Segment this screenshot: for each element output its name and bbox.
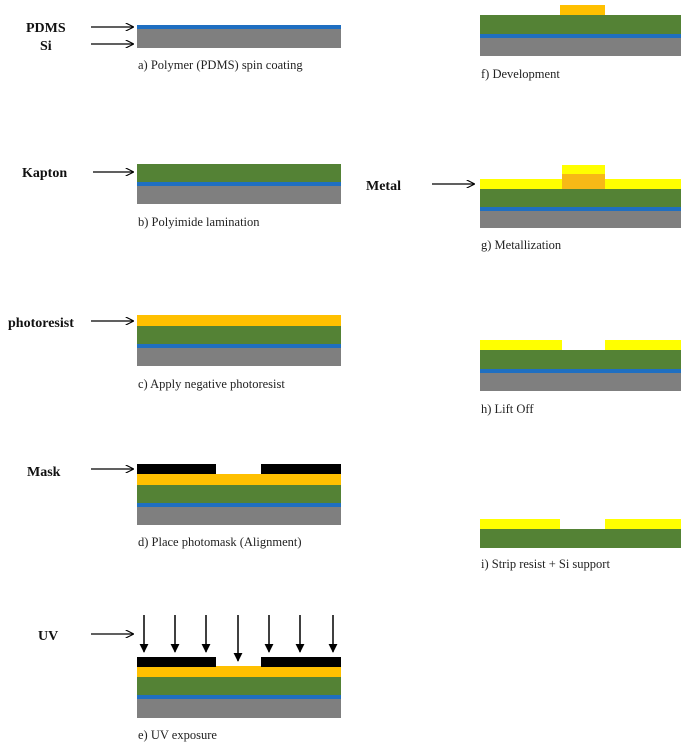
kapton-layer [137,326,341,344]
pdms-layer [480,34,681,38]
step-g: Metal g) Metallization [366,165,681,252]
step-c: photoresist c) Apply negative photoresis… [8,315,341,391]
mask-right [261,464,341,474]
mask-label: Mask [27,465,61,480]
si-layer [137,29,341,48]
step-f-caption: f) Development [481,67,560,81]
photoresist-label: photoresist [8,316,74,331]
uv-label: UV [38,629,58,644]
metal-label: Metal [366,179,401,194]
step-c-caption: c) Apply negative photoresist [138,377,285,391]
si-layer [137,507,341,525]
kapton-layer [137,485,341,503]
si-layer [480,373,681,391]
step-f: f) Development [480,5,681,81]
metal-on-resist [562,165,605,174]
si-layer [137,348,341,366]
step-b: Kapton b) Polyimide lamination [22,164,341,229]
si-layer [480,211,681,228]
si-label: Si [40,39,52,54]
metal-left [480,340,562,350]
si-layer [137,699,341,718]
step-i-caption: i) Strip resist + Si support [481,557,610,571]
step-d: Mask d) Place photomask (Alignment) [27,464,341,549]
step-d-caption: d) Place photomask (Alignment) [138,535,302,549]
kapton-label: Kapton [22,166,67,181]
photoresist-feature [562,174,605,189]
pdms-layer [137,344,341,348]
metal-left [480,519,560,529]
step-e-caption: e) UV exposure [138,728,217,742]
kapton-layer [137,677,341,695]
step-a: PDMS Si a) Polymer (PDMS) spin coating [26,21,341,72]
kapton-layer [480,350,681,369]
si-layer [137,186,341,204]
pdms-layer [137,182,341,186]
kapton-layer [137,164,341,182]
pdms-layer [480,207,681,211]
step-i: i) Strip resist + Si support [480,519,681,571]
step-e: UV e) UV exposure [38,615,341,742]
step-h: h) Lift Off [480,340,681,416]
kapton-layer [480,15,681,34]
step-b-caption: b) Polyimide lamination [138,215,260,229]
metal-right [605,340,681,350]
mask-right [261,657,341,667]
photoresist-layer [137,666,341,677]
pdms-layer [137,695,341,699]
photoresist-layer [137,474,341,485]
pdms-layer [480,369,681,373]
metal-right [605,519,681,529]
pdms-label: PDMS [26,21,66,36]
step-a-caption: a) Polymer (PDMS) spin coating [138,58,303,72]
photoresist-layer [137,315,341,326]
kapton-layer [480,529,681,548]
kapton-layer [480,189,681,207]
step-g-caption: g) Metallization [481,238,562,252]
step-h-caption: h) Lift Off [481,402,534,416]
mask-left [137,657,216,667]
mask-left [137,464,216,474]
si-layer [480,38,681,56]
photoresist-feature [560,5,605,15]
pdms-layer [137,25,341,29]
pdms-layer [137,503,341,507]
